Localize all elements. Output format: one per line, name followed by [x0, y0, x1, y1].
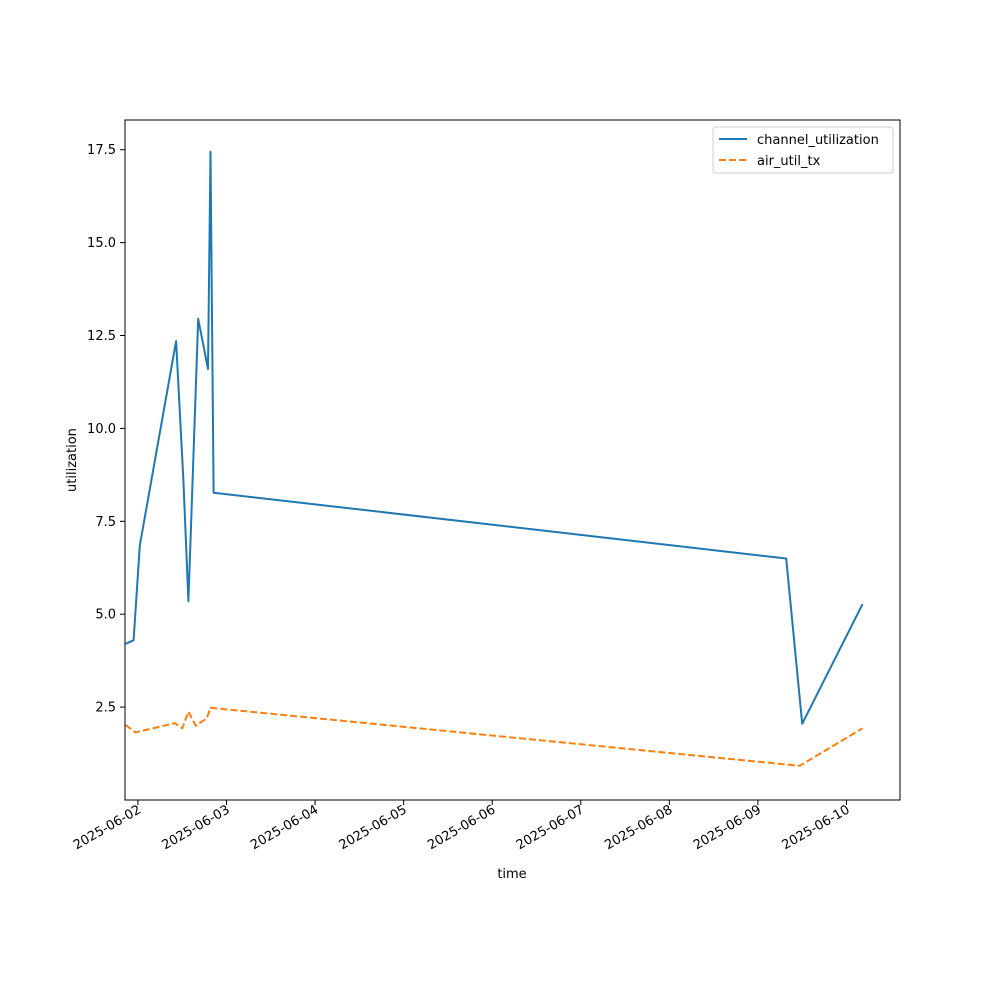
- x-tick-label: 2025-06-02: [71, 802, 144, 853]
- legend-label-channel-utilization: channel_utilization: [757, 133, 879, 148]
- y-axis-ticks: 2.5 5.0 7.5 10.0 12.5 15.0 17.5: [87, 143, 125, 716]
- y-tick-label: 10.0: [87, 422, 116, 437]
- legend-box: [712, 126, 894, 174]
- y-axis-label: utilization: [65, 428, 80, 492]
- x-tick-label: 2025-06-10: [780, 802, 853, 853]
- y-tick-label: 5.0: [95, 608, 116, 623]
- x-axis-ticks: 2025-06-02 2025-06-03 2025-06-04 2025-06-05…: [71, 800, 853, 853]
- x-tick-label: 2025-06-05: [337, 802, 410, 853]
- y-tick-label: 2.5: [95, 701, 116, 716]
- y-tick-label: 17.5: [87, 143, 116, 158]
- x-tick-label: 2025-06-08: [602, 802, 675, 853]
- x-tick-label: 2025-06-03: [160, 802, 233, 853]
- series-line-air-util-tx: [124, 706, 864, 767]
- x-tick-label: 2025-06-06: [425, 802, 498, 853]
- x-axis-label: time: [497, 867, 526, 882]
- legend: channel_utilization air_util_tx: [712, 126, 894, 174]
- y-tick-label: 12.5: [87, 329, 116, 344]
- legend-label-air-util-tx: air_util_tx: [757, 154, 821, 169]
- x-tick-label: 2025-06-09: [691, 802, 764, 853]
- series-layer: [124, 150, 864, 767]
- y-tick-label: 15.0: [87, 236, 116, 251]
- plot-area-frame: [124, 119, 901, 801]
- x-tick-label: 2025-06-04: [248, 802, 321, 853]
- x-tick-label: 2025-06-07: [514, 802, 587, 853]
- y-tick-label: 7.5: [95, 515, 116, 530]
- series-line-channel-utilization: [125, 150, 864, 725]
